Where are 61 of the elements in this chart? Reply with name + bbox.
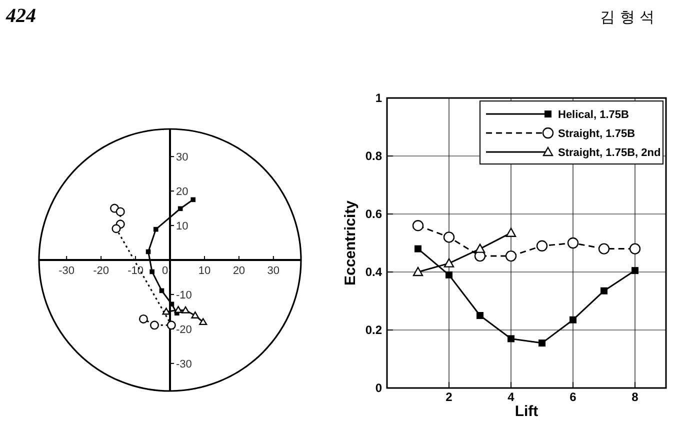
x-tick-label: -20 xyxy=(93,265,110,277)
x-axis-title: Lift xyxy=(514,403,538,420)
x-tick-label: 30 xyxy=(267,265,280,277)
point xyxy=(570,316,576,324)
point xyxy=(508,335,514,342)
point xyxy=(178,206,183,212)
y-tick-label: 0.4 xyxy=(365,265,382,279)
point xyxy=(182,306,190,314)
x-tick-label: 6 xyxy=(570,390,577,404)
point xyxy=(190,197,196,202)
point xyxy=(199,318,208,326)
y-tick-label: 1 xyxy=(375,91,382,105)
text: 424 xyxy=(5,5,36,27)
point xyxy=(506,228,516,237)
y-tick-label: 0.8 xyxy=(365,149,382,163)
point xyxy=(112,224,121,234)
x-tick-label: -30 xyxy=(58,265,75,277)
point xyxy=(150,269,154,274)
y-tick-label: 0 xyxy=(375,381,382,395)
point xyxy=(174,306,182,313)
y-tick-label: -10 xyxy=(176,289,192,302)
point xyxy=(446,271,452,278)
y-tick-label: 0.2 xyxy=(365,323,382,337)
legend-label: Straight, 1.75B, 2nd xyxy=(558,147,661,159)
y-tick-label: 0.6 xyxy=(365,207,382,221)
x-tick-label: 10 xyxy=(198,265,211,277)
y-tick-label: -30 xyxy=(176,358,192,370)
point xyxy=(632,267,638,274)
point xyxy=(138,314,148,324)
point xyxy=(444,258,454,268)
point xyxy=(443,232,455,243)
y-tick-label: 10 xyxy=(176,220,188,233)
point xyxy=(153,226,158,232)
point xyxy=(150,320,159,330)
y-tick-label: 20 xyxy=(176,186,188,198)
point xyxy=(412,220,424,232)
x-tick-label: 20 xyxy=(232,265,246,277)
y-tick-label: -20 xyxy=(176,324,192,336)
point xyxy=(191,312,200,319)
x-tick-label: 0 xyxy=(162,265,168,277)
point xyxy=(600,287,608,294)
point xyxy=(412,266,424,276)
point xyxy=(629,243,641,254)
x-tick-label: 2 xyxy=(446,390,453,404)
text: 김 형 석 xyxy=(600,8,655,26)
legend-label: Straight, 1.75B xyxy=(558,128,636,140)
x-tick-label: 8 xyxy=(632,390,639,404)
x-tick-label: 4 xyxy=(508,390,515,404)
point xyxy=(598,243,610,254)
point xyxy=(538,340,546,347)
point xyxy=(567,237,579,249)
point xyxy=(536,240,548,252)
point xyxy=(116,207,125,216)
point xyxy=(474,244,486,253)
legend-label: Helical, 1.75B xyxy=(558,109,629,121)
y-tick-label: 30 xyxy=(176,152,188,164)
point xyxy=(166,320,176,330)
point xyxy=(505,250,517,262)
y-axis-title: Eccentricity xyxy=(342,200,359,286)
point xyxy=(476,312,484,319)
point xyxy=(414,245,422,252)
